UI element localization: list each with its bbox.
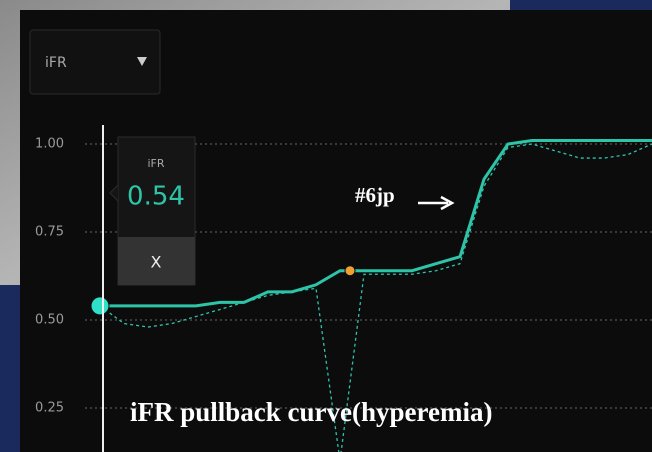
readout-value: 0.54 <box>127 182 185 212</box>
dropdown-label: iFR <box>45 55 67 71</box>
close-label: X <box>151 253 162 272</box>
series-line <box>100 138 652 308</box>
y-tick-label: 0.25 <box>35 401 64 416</box>
annotation-arrow <box>418 195 455 211</box>
readout-label: iFR <box>147 157 164 170</box>
dropdown-arrow <box>137 57 147 66</box>
annotation: #6jp <box>355 183 395 207</box>
series-line <box>99 143 652 452</box>
readout-pointer <box>109 184 119 202</box>
y-tick-label: 1.00 <box>35 137 64 152</box>
plot-area <box>99 138 652 452</box>
chart: 1.00 0.75 0.50 0.25 <box>35 137 652 452</box>
point-marker <box>344 265 356 277</box>
caption: iFR pullback curve(hyperemia) <box>130 397 492 427</box>
y-tick-label: 0.75 <box>35 225 64 240</box>
dropdown[interactable] <box>29 29 161 95</box>
close-button[interactable] <box>118 237 195 285</box>
y-tick-label: 0.50 <box>35 313 64 328</box>
cursor-marker <box>90 296 110 316</box>
